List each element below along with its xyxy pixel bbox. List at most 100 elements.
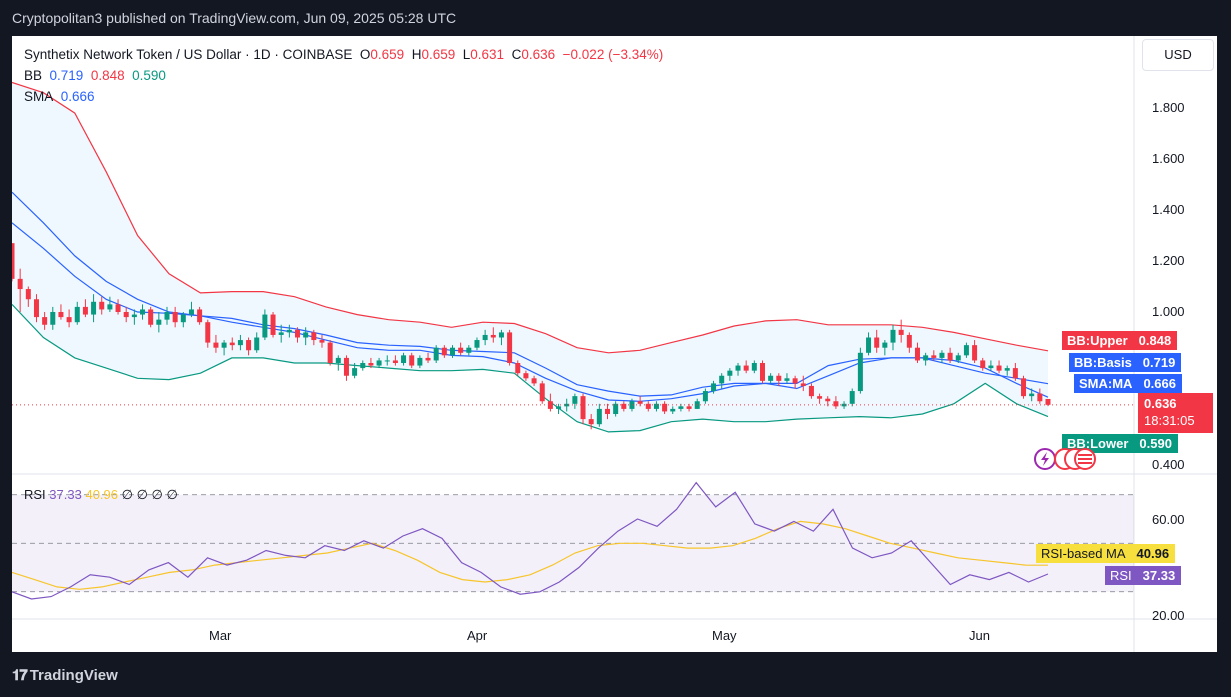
last-price-tag: 0.636 18:31:05 <box>1138 393 1213 433</box>
bb-basis-line <box>12 191 1049 397</box>
bb-label[interactable]: BB <box>24 68 43 83</box>
candle-body <box>197 309 203 323</box>
candle-body <box>42 317 48 325</box>
candle-body <box>1021 378 1027 397</box>
low-label: L <box>462 47 471 62</box>
open-label: O <box>359 47 371 62</box>
candle-body <box>825 398 831 402</box>
candle-body <box>417 357 423 366</box>
candle <box>254 332 260 353</box>
candle-body <box>221 342 227 348</box>
candle-body <box>507 332 513 363</box>
candle-body <box>164 312 170 320</box>
candle-body <box>188 309 194 315</box>
grid <box>12 36 1217 652</box>
candle-body <box>246 340 252 351</box>
bb-upper-tag: BB:Upper 0.848 <box>1062 331 1178 350</box>
candle <box>229 337 235 351</box>
candle-body <box>914 347 920 361</box>
tv-logo-icon: 𝟏𝟕 <box>12 667 28 684</box>
candle <box>507 329 513 366</box>
candle <box>556 403 562 414</box>
candle <box>1029 388 1035 402</box>
candle-body <box>539 383 545 402</box>
candle <box>433 345 439 363</box>
candle <box>735 363 741 376</box>
symbol-title[interactable]: Synthetix Network Token / US Dollar · 1D… <box>24 47 353 62</box>
candle-body <box>963 345 969 356</box>
candle-body <box>556 406 562 409</box>
candle <box>588 414 594 430</box>
bb-lower-tag: BB:Lower 0.590 <box>1062 434 1178 453</box>
candle <box>792 375 798 389</box>
bar-countdown: 18:31:05 <box>1144 413 1195 428</box>
candle-body <box>295 329 301 338</box>
candle-body <box>808 385 814 397</box>
tradingview-logo[interactable]: 𝟏𝟕 TradingView <box>12 667 118 684</box>
candle-body <box>719 375 725 384</box>
candle-body <box>172 312 178 323</box>
bb-basis-tag: BB:Basis 0.719 <box>1069 353 1182 372</box>
candle <box>262 309 268 341</box>
candle <box>939 350 945 363</box>
candle-body <box>996 365 1002 371</box>
candle-body <box>466 347 472 353</box>
candle-body <box>343 357 349 376</box>
candle <box>613 401 619 417</box>
candle-body <box>115 304 121 312</box>
candle <box>1021 375 1027 399</box>
sma-ma-tag: SMA:MA 0.666 <box>1074 374 1182 393</box>
header-bar: Cryptopolitan3 published on TradingView.… <box>0 0 1231 36</box>
candles <box>12 243 1051 430</box>
candle-body <box>262 314 268 338</box>
candle-body <box>955 355 961 361</box>
candle-body <box>743 365 749 371</box>
candle-body <box>947 352 953 361</box>
rsi-label[interactable]: RSI <box>24 487 46 502</box>
candle <box>572 393 578 409</box>
candle-body <box>523 373 529 379</box>
candle <box>12 243 15 282</box>
candle-body <box>1004 368 1010 371</box>
rsi-tag: RSI 37.33 <box>1105 566 1182 585</box>
candle <box>866 332 872 356</box>
candle <box>776 373 782 386</box>
candle <box>882 340 888 356</box>
last-price-value: 0.636 <box>1144 396 1177 411</box>
candle <box>360 360 366 371</box>
candle-body <box>702 391 708 402</box>
candle <box>531 375 537 386</box>
candle-body <box>800 383 806 386</box>
candle-body <box>99 301 105 310</box>
candle <box>368 357 374 369</box>
sma-label[interactable]: SMA <box>24 89 54 104</box>
candle <box>539 380 545 404</box>
candle-body <box>474 340 480 348</box>
currency-button[interactable]: USD <box>1142 39 1214 71</box>
candle-body <box>768 375 774 381</box>
candle-body <box>531 378 537 384</box>
price-tick: 1.200 <box>1152 253 1185 268</box>
low-value: 0.631 <box>470 47 505 62</box>
candle-body <box>156 319 162 325</box>
chart-canvas[interactable] <box>12 36 1217 652</box>
candle <box>947 347 953 363</box>
candle <box>759 360 765 384</box>
candle-body <box>286 329 292 333</box>
candle-body <box>898 329 904 335</box>
bb-upper-tag-name: BB:Upper <box>1067 333 1128 348</box>
candle-body <box>686 406 692 409</box>
candle <box>466 345 472 356</box>
chart-area[interactable]: Synthetix Network Token / US Dollar · 1D… <box>12 36 1217 652</box>
bb-upper-tag-value: 0.848 <box>1138 333 1172 348</box>
candle <box>441 345 447 358</box>
rsi-ma-tag-value: 40.96 <box>1136 546 1170 561</box>
candle <box>711 380 717 394</box>
x-tick: Jun <box>969 628 990 643</box>
candle <box>286 324 292 338</box>
candle-body <box>564 403 570 407</box>
candle-body <box>352 368 358 376</box>
candle <box>458 342 464 356</box>
candle <box>547 393 553 412</box>
candle <box>923 352 929 366</box>
